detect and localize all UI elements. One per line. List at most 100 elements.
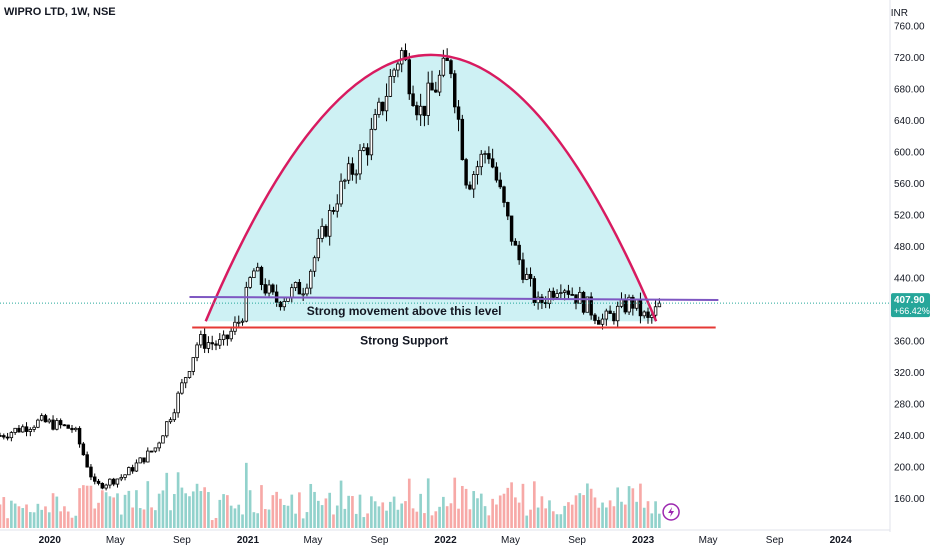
x-tick-label: 2023 bbox=[632, 535, 655, 546]
volume-bar bbox=[639, 483, 642, 528]
candle-body bbox=[426, 82, 430, 116]
volume-bar bbox=[415, 511, 419, 528]
y-tick-label: 480.00 bbox=[894, 242, 925, 253]
volume-bar bbox=[112, 497, 116, 528]
volume-bar bbox=[631, 488, 635, 528]
volume-bar bbox=[548, 500, 551, 528]
volume-bar bbox=[453, 477, 457, 528]
candle-body bbox=[172, 412, 177, 421]
y-tick-label: 520.00 bbox=[894, 210, 925, 221]
volume-bar bbox=[510, 482, 513, 528]
candle-body bbox=[263, 284, 267, 294]
candle-body bbox=[293, 282, 298, 289]
volume-bar bbox=[377, 506, 381, 528]
candle-body bbox=[327, 210, 332, 237]
candle-body bbox=[559, 292, 563, 294]
candle-body bbox=[309, 270, 313, 289]
candle-body bbox=[525, 273, 529, 280]
volume-bar bbox=[233, 508, 237, 528]
volume-bar bbox=[555, 514, 559, 528]
resistance-line bbox=[189, 295, 719, 301]
candle-body bbox=[297, 282, 302, 295]
volume-bar bbox=[97, 502, 100, 528]
candle-body bbox=[142, 457, 146, 463]
candle-body bbox=[32, 426, 36, 430]
candle-body bbox=[517, 244, 521, 261]
volume-bar bbox=[290, 494, 294, 528]
level-annotation: Strong movement above this level bbox=[307, 304, 502, 318]
candle-body bbox=[320, 225, 324, 239]
volume-bar bbox=[324, 498, 328, 528]
candle-body bbox=[422, 105, 427, 116]
candle-body bbox=[331, 210, 336, 212]
volume-bar bbox=[203, 487, 206, 528]
candle-body bbox=[161, 435, 165, 444]
volume-bar bbox=[498, 495, 502, 528]
candle-body bbox=[475, 166, 480, 175]
volume-bar bbox=[589, 488, 593, 528]
volume-bar bbox=[434, 511, 438, 528]
candle-body bbox=[195, 344, 199, 358]
volume-bar bbox=[294, 513, 297, 528]
x-tick-label: Sep bbox=[371, 535, 389, 546]
volume-bars bbox=[0, 462, 661, 528]
volume-bar bbox=[642, 507, 646, 528]
candle-body bbox=[430, 82, 434, 91]
candle-body bbox=[278, 301, 283, 308]
volume-bar bbox=[305, 512, 309, 528]
volume-bar bbox=[563, 505, 566, 528]
candle-body bbox=[562, 290, 567, 293]
candle-body bbox=[146, 450, 150, 463]
volume-bar bbox=[612, 506, 616, 528]
candle-body bbox=[399, 50, 404, 65]
x-tick-label: 2020 bbox=[39, 535, 62, 546]
trend-lines bbox=[0, 53, 890, 329]
volume-bar bbox=[604, 507, 608, 528]
candle-body bbox=[358, 149, 362, 175]
candle-body bbox=[479, 153, 483, 168]
symbol-title: WIPRO LTD, 1W, NSE bbox=[4, 6, 116, 18]
volume-bar bbox=[627, 486, 631, 528]
annotations: Strong movement above this level Strong S… bbox=[307, 293, 930, 521]
candle-body bbox=[0, 435, 2, 437]
volume-bar bbox=[347, 495, 350, 528]
rounding-top-curve bbox=[204, 53, 658, 322]
candle-body bbox=[415, 105, 419, 116]
price-badge bbox=[891, 293, 930, 318]
volume-bar bbox=[256, 513, 260, 528]
volume-bar bbox=[195, 483, 199, 528]
candle-body bbox=[248, 277, 252, 288]
volume-bar bbox=[506, 487, 510, 528]
candle-body bbox=[51, 419, 55, 430]
volume-bar bbox=[188, 496, 191, 528]
candle-body bbox=[13, 427, 17, 433]
volume-bar bbox=[36, 503, 40, 528]
candle-body bbox=[547, 290, 552, 304]
volume-bar bbox=[222, 494, 225, 528]
volume-bar bbox=[218, 499, 222, 528]
volume-bar bbox=[271, 495, 275, 528]
volume-bar bbox=[301, 518, 305, 528]
candle-body bbox=[259, 266, 264, 285]
x-tick-label: 2021 bbox=[237, 535, 260, 546]
candle-body bbox=[612, 313, 616, 322]
volume-bar bbox=[59, 511, 62, 528]
candle-body bbox=[570, 294, 574, 296]
x-tick-label: Sep bbox=[568, 535, 586, 546]
candle-body bbox=[70, 427, 74, 431]
candle-body bbox=[381, 101, 385, 112]
candle-body bbox=[434, 89, 438, 93]
volume-bar bbox=[532, 481, 536, 528]
candle-body bbox=[634, 298, 639, 309]
x-tick-label: May bbox=[106, 535, 125, 546]
volume-bar bbox=[332, 514, 335, 528]
candle-body bbox=[165, 421, 169, 437]
candle-body bbox=[566, 290, 571, 295]
candle-body bbox=[176, 392, 180, 414]
candle-body bbox=[464, 159, 468, 186]
volume-bar bbox=[74, 515, 78, 528]
volume-bar bbox=[104, 492, 108, 528]
candle-body bbox=[168, 419, 173, 423]
